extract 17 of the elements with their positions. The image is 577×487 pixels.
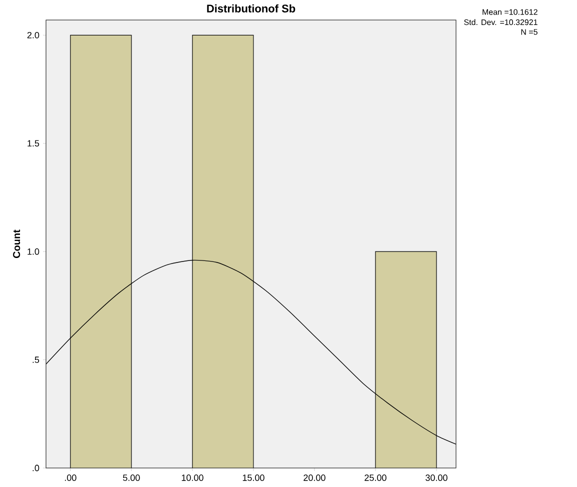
text: N =5 — [521, 29, 538, 35]
chart-title: Distributionof Sb — [207, 4, 296, 12]
x-tick-label: 20.00 — [304, 474, 326, 481]
y-tick-label: .5 — [32, 356, 40, 363]
x-tick-label: .00 — [64, 474, 76, 481]
x-tick-label: 30.00 — [426, 474, 448, 481]
x-tick-label: 15.00 — [242, 474, 264, 481]
y-tick-label: 1.5 — [28, 140, 40, 147]
x-tick-label: 10.00 — [182, 474, 204, 481]
y-tick-label: .0 — [32, 464, 40, 472]
text: Mean =10.1612 — [482, 9, 538, 15]
y-tick-label: 1.0 — [28, 248, 40, 255]
x-tick-label: 25.00 — [364, 474, 386, 481]
text: Std. Dev. =10.32921 — [464, 19, 538, 26]
y-tick-label: 2.0 — [27, 32, 40, 38]
x-tick-label: 5.00 — [123, 474, 140, 481]
y-axis-title: Count — [13, 230, 20, 258]
